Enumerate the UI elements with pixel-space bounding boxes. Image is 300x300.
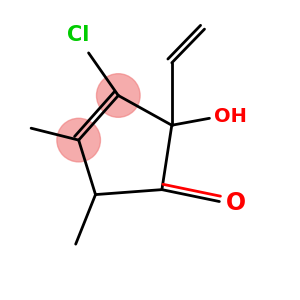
Text: Cl: Cl — [68, 25, 90, 45]
Text: O: O — [226, 191, 246, 215]
Circle shape — [57, 118, 100, 162]
Text: OH: OH — [214, 107, 247, 126]
Circle shape — [97, 74, 140, 117]
